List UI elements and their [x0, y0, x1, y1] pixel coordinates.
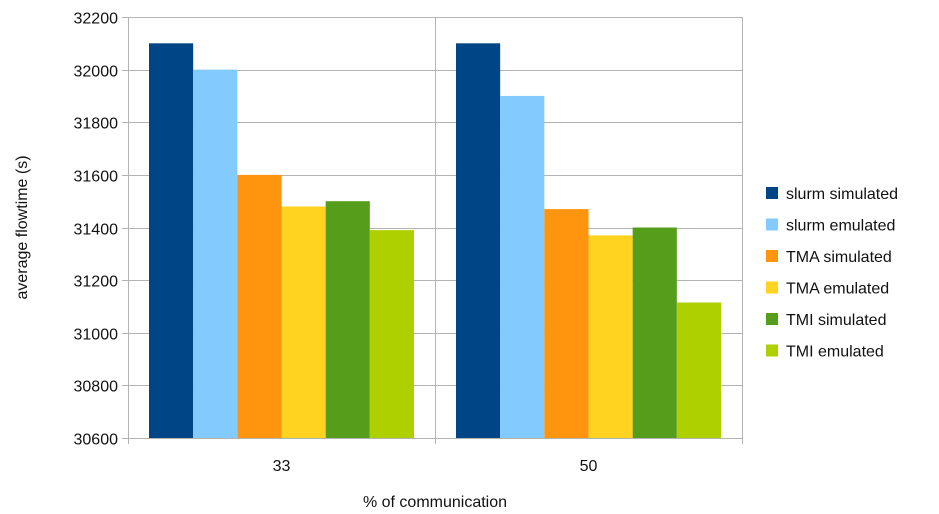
- y-tick-label: 31800: [74, 116, 119, 133]
- x-tick-label: 50: [580, 458, 598, 475]
- y-tick-label: 31200: [74, 274, 119, 291]
- bars: [149, 43, 721, 438]
- legend-swatch: [766, 281, 778, 294]
- legend-label: slurm emulated: [786, 218, 895, 235]
- bar: [237, 174, 282, 438]
- bar: [676, 302, 721, 438]
- legend-label: TMA emulated: [786, 281, 889, 298]
- bar: [369, 230, 414, 438]
- bar: [193, 69, 238, 438]
- legend-label: slurm simulated: [786, 186, 898, 203]
- y-tick-label: 30600: [74, 432, 119, 449]
- axes: [128, 17, 743, 444]
- bar: [149, 43, 194, 438]
- x-tick-labels: 33 50: [273, 458, 598, 475]
- y-tick-label: 31400: [74, 222, 119, 239]
- legend-swatch: [766, 250, 778, 262]
- legend-swatch: [766, 218, 778, 231]
- bar: [281, 206, 326, 438]
- y-tick-label: 32000: [74, 64, 119, 81]
- bar: [325, 201, 370, 438]
- bar: [632, 227, 677, 438]
- legend-label: TMA simulated: [786, 249, 892, 266]
- legend-swatch: [766, 313, 778, 325]
- y-tick-label: 31600: [74, 169, 119, 186]
- x-axis-title: % of communication: [363, 494, 507, 511]
- legend-swatch: [766, 344, 778, 357]
- bar: [544, 209, 589, 438]
- y-tick-label: 32200: [74, 11, 119, 28]
- legend: slurm simulated slurm emulated TMA simulat…: [766, 186, 898, 361]
- y-tick-labels: 30600 30800 31000 31200 31400 31600 31800 32000…: [74, 11, 119, 449]
- y-tick-label: 30800: [74, 379, 119, 396]
- x-tick-label: 33: [273, 458, 291, 475]
- y-axis-title: average flowtime (s): [14, 155, 31, 299]
- bar: [500, 95, 545, 438]
- bar: [456, 43, 501, 438]
- legend-swatch: [766, 187, 778, 199]
- y-tick-label: 31000: [74, 327, 119, 344]
- bar: [588, 235, 633, 438]
- legend-label: TMI emulated: [786, 344, 884, 361]
- legend-label: TMI simulated: [786, 312, 886, 329]
